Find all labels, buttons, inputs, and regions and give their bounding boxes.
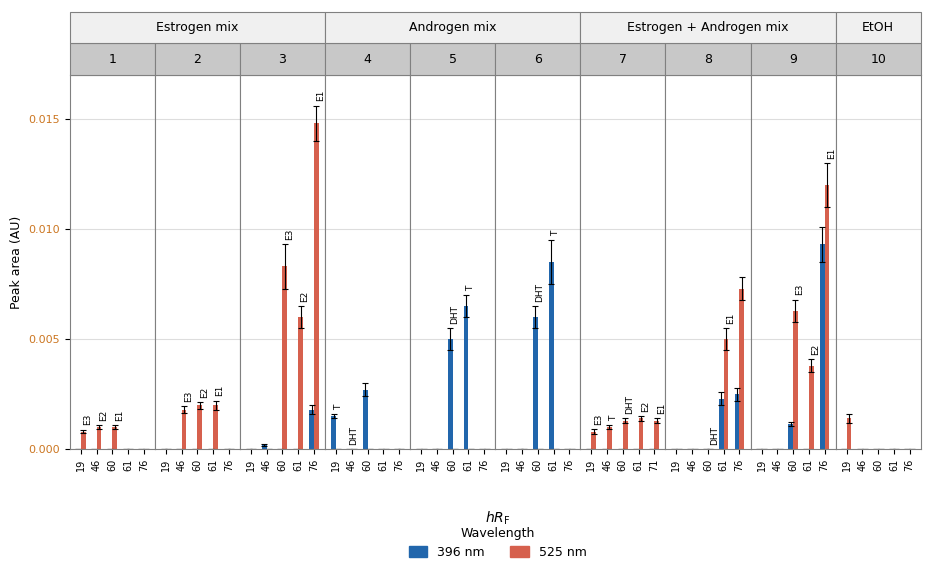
Text: DHT: DHT bbox=[350, 426, 358, 445]
Text: 3: 3 bbox=[279, 52, 286, 66]
Text: E2: E2 bbox=[300, 290, 310, 302]
Text: $hR_\mathrm{F}$: $hR_\mathrm{F}$ bbox=[485, 510, 511, 527]
Text: E3: E3 bbox=[285, 229, 294, 240]
Bar bbox=[81, 431, 86, 449]
Text: E2: E2 bbox=[811, 343, 820, 355]
Bar bbox=[724, 339, 728, 449]
Bar bbox=[283, 267, 287, 449]
Bar bbox=[591, 431, 596, 449]
Text: DHT: DHT bbox=[450, 305, 459, 324]
Text: 5: 5 bbox=[448, 52, 457, 66]
Bar bbox=[825, 185, 830, 449]
Bar bbox=[299, 317, 303, 449]
Bar bbox=[213, 406, 218, 449]
Bar bbox=[363, 390, 367, 449]
Bar bbox=[793, 310, 798, 449]
Bar bbox=[719, 399, 724, 449]
Bar bbox=[789, 424, 793, 449]
Bar bbox=[735, 394, 739, 449]
Text: EtOH: EtOH bbox=[862, 21, 894, 34]
Bar bbox=[623, 420, 628, 449]
Text: T: T bbox=[551, 230, 560, 236]
Text: E2: E2 bbox=[99, 410, 108, 420]
Text: Estrogen + Androgen mix: Estrogen + Androgen mix bbox=[627, 21, 789, 34]
Text: E1: E1 bbox=[726, 312, 735, 324]
Text: 4: 4 bbox=[364, 52, 371, 66]
Legend: 396 nm, 525 nm: 396 nm, 525 nm bbox=[404, 522, 591, 564]
Bar bbox=[639, 418, 644, 449]
Text: E3: E3 bbox=[795, 284, 804, 295]
Text: 6: 6 bbox=[534, 52, 541, 66]
Text: T: T bbox=[334, 404, 342, 410]
Text: E3: E3 bbox=[593, 414, 603, 425]
Bar bbox=[314, 123, 319, 449]
Text: T: T bbox=[609, 415, 618, 420]
Bar bbox=[533, 317, 538, 449]
Text: E3: E3 bbox=[184, 391, 193, 402]
Text: 2: 2 bbox=[193, 52, 201, 66]
Bar bbox=[655, 420, 659, 449]
Text: DHT: DHT bbox=[711, 426, 719, 445]
Text: E1: E1 bbox=[114, 410, 124, 420]
Bar bbox=[846, 418, 851, 449]
Text: E2: E2 bbox=[641, 400, 650, 412]
Text: E1: E1 bbox=[316, 90, 326, 101]
Text: DHT: DHT bbox=[625, 395, 634, 414]
Text: 8: 8 bbox=[704, 52, 712, 66]
Text: 7: 7 bbox=[618, 52, 627, 66]
Bar bbox=[607, 427, 612, 449]
Text: E1: E1 bbox=[827, 147, 836, 158]
Y-axis label: Peak area (AU): Peak area (AU) bbox=[10, 215, 23, 309]
Bar bbox=[809, 366, 814, 449]
Bar bbox=[197, 406, 202, 449]
Bar bbox=[331, 416, 336, 449]
Text: DHT: DHT bbox=[536, 283, 544, 302]
Text: 1: 1 bbox=[109, 52, 116, 66]
Text: 10: 10 bbox=[870, 52, 886, 66]
Bar bbox=[820, 244, 825, 449]
Text: E1: E1 bbox=[216, 385, 224, 396]
Bar bbox=[464, 306, 469, 449]
Bar bbox=[181, 410, 186, 449]
Bar bbox=[310, 410, 314, 449]
Text: Estrogen mix: Estrogen mix bbox=[156, 21, 239, 34]
Text: E2: E2 bbox=[200, 386, 208, 397]
Bar bbox=[549, 262, 553, 449]
Text: Androgen mix: Androgen mix bbox=[409, 21, 497, 34]
Bar bbox=[97, 427, 101, 449]
Bar bbox=[448, 339, 453, 449]
Bar bbox=[113, 427, 117, 449]
Text: E1: E1 bbox=[657, 403, 666, 414]
Text: E3: E3 bbox=[83, 414, 92, 426]
Bar bbox=[262, 445, 267, 449]
Bar bbox=[739, 289, 744, 449]
Text: 9: 9 bbox=[790, 52, 797, 66]
Text: T: T bbox=[466, 285, 475, 291]
